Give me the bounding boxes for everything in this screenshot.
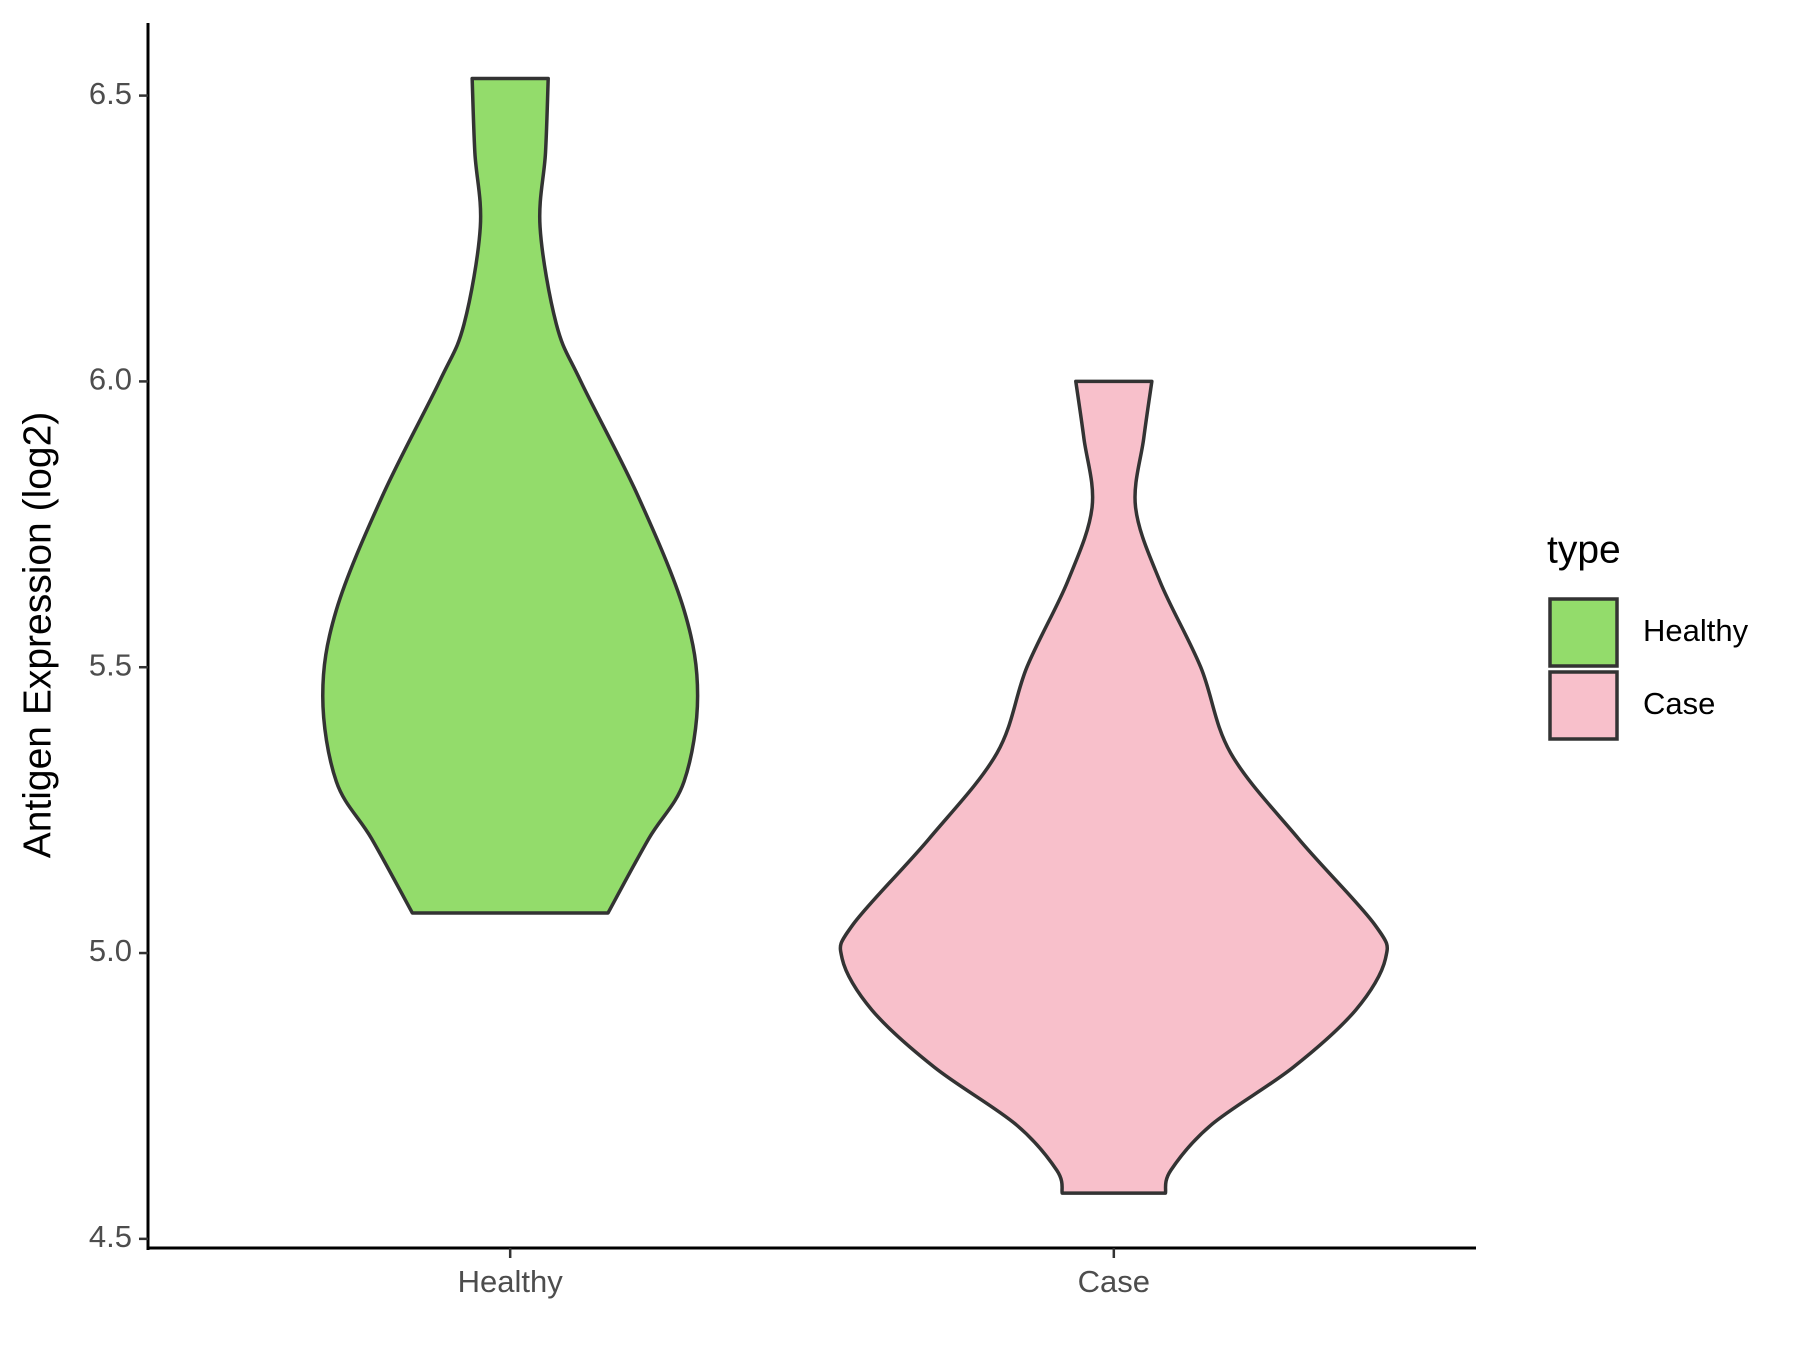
legend-swatch	[1548, 670, 1619, 741]
x-tick-label: Case	[1078, 1264, 1150, 1299]
violin	[321, 76, 700, 915]
y-axis-title: Antigen Expression (log2)	[16, 412, 59, 859]
legend-label: Healthy	[1643, 613, 1749, 648]
legend-label: Case	[1643, 686, 1715, 721]
violin	[838, 379, 1389, 1195]
x-tick-label: Healthy	[458, 1264, 564, 1299]
y-tick-label: 5.0	[89, 933, 132, 968]
y-tick-label: 6.5	[89, 76, 132, 111]
y-tick-label: 5.5	[89, 647, 132, 682]
legend-swatch	[1548, 597, 1619, 668]
y-tick-label: 4.5	[89, 1219, 132, 1254]
y-tick-label: 6.0	[89, 362, 132, 397]
legend-title: type	[1547, 528, 1621, 571]
